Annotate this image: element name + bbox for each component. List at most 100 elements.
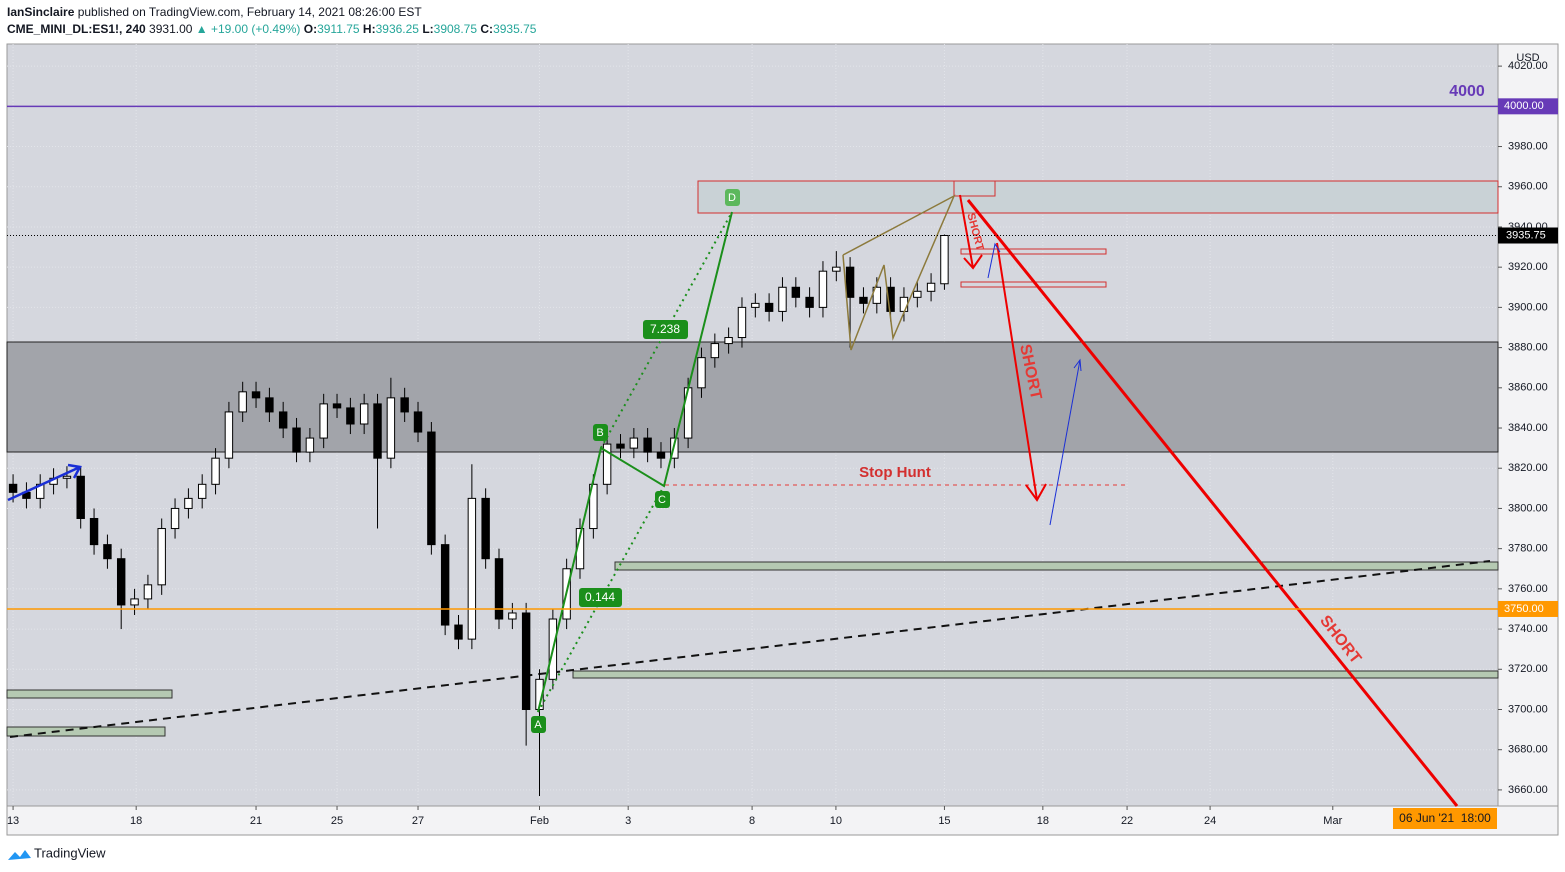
l-value: 3908.75 bbox=[433, 22, 478, 36]
y-tick-label: 3800.00 bbox=[1508, 502, 1548, 514]
candle-body bbox=[832, 266, 841, 272]
short-line bbox=[966, 199, 1459, 807]
level-label: 4000.00 bbox=[1504, 100, 1544, 112]
x-tick-label: 21 bbox=[250, 815, 262, 827]
candle-body bbox=[197, 483, 207, 499]
y-tick-label: 3700.00 bbox=[1508, 703, 1548, 715]
author: IanSinclaire bbox=[7, 5, 75, 19]
x-tick-label: 10 bbox=[830, 815, 842, 827]
crosshair-time: 06 Jun '21 18:00 bbox=[1399, 811, 1491, 825]
c-value: 3935.75 bbox=[493, 22, 537, 36]
candle-body bbox=[778, 286, 787, 312]
arrow bbox=[996, 242, 1038, 501]
support-zone bbox=[614, 561, 1499, 571]
candle-body bbox=[170, 507, 180, 530]
level-label: 3750.00 bbox=[1504, 603, 1544, 615]
x-tick-label: 13 bbox=[7, 815, 19, 827]
y-tick-label: 3840.00 bbox=[1508, 422, 1548, 434]
candle-body bbox=[400, 397, 409, 413]
target-box bbox=[960, 248, 1107, 255]
candle-body bbox=[791, 286, 801, 298]
candle-body bbox=[872, 286, 882, 304]
x-tick-label: 3 bbox=[625, 815, 631, 827]
candle-body bbox=[616, 443, 625, 449]
arrow bbox=[987, 242, 1001, 279]
candle-body bbox=[602, 443, 612, 485]
candle-body bbox=[184, 497, 193, 509]
y-tick-label: 3760.00 bbox=[1508, 583, 1548, 595]
fib-label: 0.144 bbox=[585, 590, 615, 604]
small-box bbox=[953, 180, 996, 197]
arrow bbox=[959, 194, 974, 269]
c-label: C: bbox=[480, 22, 494, 36]
currency: USD bbox=[1516, 52, 1539, 64]
candle-body bbox=[346, 407, 355, 425]
time-axis bbox=[6, 805, 1559, 836]
x-tick-label: 15 bbox=[938, 815, 950, 827]
y-tick-label: 3660.00 bbox=[1508, 784, 1548, 796]
candle-body bbox=[643, 437, 652, 453]
l-label: L: bbox=[422, 22, 434, 36]
candle-body bbox=[899, 296, 909, 312]
point-label: C bbox=[658, 494, 666, 506]
symbol-line: CME_MINI_DL:ES1!, 240 3931.00 ▲ +19.00 (… bbox=[7, 22, 536, 36]
candle-body bbox=[386, 397, 396, 459]
candle-body bbox=[89, 517, 99, 546]
publish-line: IanSinclaire published on TradingView.co… bbox=[7, 5, 422, 19]
support-zone bbox=[572, 670, 1499, 679]
change: ▲ +19.00 (+0.49%) bbox=[195, 22, 301, 36]
candle-body bbox=[427, 431, 436, 546]
candle-body bbox=[251, 391, 261, 399]
candle-body bbox=[764, 302, 774, 312]
candle-body bbox=[332, 403, 342, 409]
y-tick-label: 4020.00 bbox=[1508, 60, 1548, 72]
level-note: 4000 bbox=[1449, 83, 1485, 100]
y-tick-label: 3880.00 bbox=[1508, 341, 1548, 353]
candle-body bbox=[238, 391, 247, 413]
point-box bbox=[593, 424, 608, 441]
trend-line bbox=[9, 560, 1491, 738]
arrow bbox=[1049, 359, 1081, 526]
last-price-box bbox=[1498, 227, 1558, 244]
candle-body bbox=[265, 397, 274, 413]
level-box bbox=[1498, 600, 1558, 617]
candle-body bbox=[373, 403, 382, 459]
fib-label: 7.238 bbox=[650, 322, 680, 336]
candle-body bbox=[710, 343, 720, 359]
candle-body bbox=[845, 266, 855, 298]
candle-body bbox=[224, 411, 234, 459]
candle-body bbox=[940, 235, 949, 285]
point-label: D bbox=[728, 192, 736, 204]
candle-body bbox=[913, 290, 922, 298]
candle-body bbox=[454, 624, 463, 640]
point-box bbox=[655, 491, 670, 508]
x-tick-label: 25 bbox=[331, 815, 343, 827]
pattern-lines bbox=[842, 194, 956, 351]
symbol: CME_MINI_DL:ES1!, 240 bbox=[7, 22, 146, 36]
candle-body bbox=[103, 544, 112, 560]
candle-body bbox=[859, 296, 868, 304]
x-tick-label: 18 bbox=[1037, 815, 1049, 827]
candle-body bbox=[926, 282, 936, 292]
axes: 3660.00 3680.00 3700.00 3720.00 3740.00 3760.… bbox=[7, 60, 1558, 827]
y-tick-label: 3820.00 bbox=[1508, 462, 1548, 474]
candle-body bbox=[805, 296, 814, 308]
harmonic-dotted bbox=[537, 485, 665, 713]
candle-body bbox=[157, 528, 166, 586]
candle-body bbox=[481, 497, 490, 560]
point-label: B bbox=[596, 427, 603, 439]
time-box bbox=[1393, 808, 1497, 829]
h-label: H: bbox=[362, 22, 376, 36]
point-label: A bbox=[534, 719, 542, 731]
candle-body bbox=[508, 612, 517, 620]
point-box bbox=[531, 716, 546, 733]
fib-box bbox=[643, 320, 688, 339]
y-tick-label: 3740.00 bbox=[1508, 623, 1548, 635]
candle-body bbox=[656, 451, 666, 459]
supply-zone bbox=[697, 180, 1499, 214]
y-tick-label: 3780.00 bbox=[1508, 543, 1548, 555]
candle-body bbox=[494, 558, 504, 620]
harmonic-line bbox=[537, 211, 733, 713]
candle-body bbox=[359, 403, 369, 425]
